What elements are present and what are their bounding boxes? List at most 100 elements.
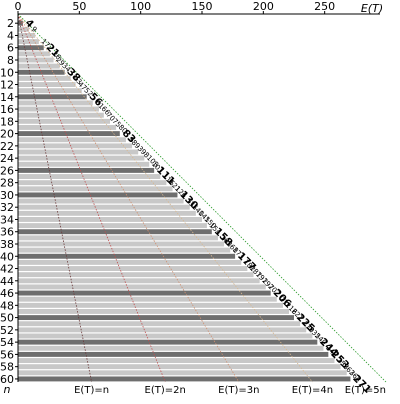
- bar-n-37: [18, 235, 218, 240]
- bar-n-11: [18, 76, 71, 81]
- x-tick-label-150: 150: [192, 0, 213, 13]
- reference-label-5: E(T)=5n: [345, 385, 386, 396]
- bar-n-15: [18, 100, 93, 105]
- y-tick-label-36: 36: [0, 226, 14, 239]
- y-axis-label: n: [4, 383, 11, 396]
- bar-n-31: [18, 199, 184, 204]
- reference-labels-group: E(T)=n E(T)=2n E(T)=3n E(T)=4n E(T)=5n: [74, 385, 386, 396]
- y-tick-label-30: 30: [0, 189, 14, 202]
- y-tick-label-18: 18: [0, 115, 14, 128]
- y-tick-label-58: 58: [0, 361, 14, 374]
- bar-n-36: [18, 229, 212, 234]
- y-tick-label-44: 44: [0, 275, 14, 288]
- y-tick-label-24: 24: [0, 152, 14, 165]
- reference-label-1: E(T)=n: [74, 385, 109, 396]
- bar-n-17: [18, 113, 104, 118]
- y-tick-label-10: 10: [0, 66, 14, 79]
- x-tick-label-200: 200: [253, 0, 274, 13]
- reference-line-3: [18, 14, 239, 382]
- bar-n-27: [18, 174, 160, 179]
- y-tick-label-14: 14: [0, 91, 14, 104]
- y-tick-label-6: 6: [7, 42, 14, 55]
- bar-n-46: [18, 291, 271, 296]
- y-tick-label-20: 20: [0, 128, 14, 141]
- bar-n-55: [18, 346, 323, 351]
- bar-n-44: [18, 278, 260, 283]
- bar-n-43: [18, 272, 254, 277]
- bar-n-38: [18, 242, 224, 247]
- y-tick-label-48: 48: [0, 299, 14, 312]
- reference-label-3: E(T)=3n: [218, 385, 259, 396]
- bar-n-41: [18, 260, 241, 265]
- bar-n-25: [18, 162, 149, 167]
- x-tick-label-50: 50: [72, 0, 86, 13]
- bar-n-42: [18, 266, 247, 271]
- bar-n-34: [18, 217, 202, 222]
- bar-n-48: [18, 303, 283, 308]
- bar-n-22: [18, 143, 132, 148]
- bar-n-20: [18, 131, 120, 136]
- y-tick-label-50: 50: [0, 312, 14, 325]
- bar-n-51: [18, 321, 300, 326]
- x-tick-label-0: 0: [15, 0, 22, 13]
- y-tick-label-32: 32: [0, 201, 14, 214]
- bar-n-26: [18, 168, 154, 173]
- reference-label-4: E(T)=4n: [292, 385, 333, 396]
- bar-n-54: [18, 340, 317, 345]
- bar-n-52: [18, 327, 306, 332]
- bar-n-28: [18, 180, 166, 185]
- bar-n-33: [18, 211, 196, 216]
- bar-n-35: [18, 223, 207, 228]
- bar-n-2: [18, 21, 23, 26]
- y-tick-label-54: 54: [0, 336, 14, 349]
- bar-n-59: [18, 370, 347, 375]
- bar-n-60: [18, 376, 350, 381]
- y-tick-label-40: 40: [0, 250, 14, 263]
- bar-n-49: [18, 309, 289, 314]
- y-tick-label-28: 28: [0, 177, 14, 190]
- y-tick-label-16: 16: [0, 103, 14, 116]
- bar-n-47: [18, 297, 277, 302]
- y-tick-label-22: 22: [0, 140, 14, 153]
- bar-n-9: [18, 64, 60, 69]
- y-tick-label-34: 34: [0, 213, 14, 226]
- y-tick-label-2: 2: [7, 17, 14, 30]
- reference-line-2: [18, 14, 165, 382]
- bar-n-16: [18, 107, 99, 112]
- bar-n-58: [18, 364, 341, 369]
- x-axis-label: E(T): [361, 2, 383, 15]
- bar-n-24: [18, 156, 144, 161]
- y-tick-label-26: 26: [0, 164, 14, 177]
- bar-n-39: [18, 248, 230, 253]
- y-tick-label-12: 12: [0, 79, 14, 92]
- bar-n-8: [18, 58, 54, 63]
- y-tick-label-52: 52: [0, 324, 14, 337]
- y-tick-label-4: 4: [7, 29, 14, 42]
- bar-n-32: [18, 205, 190, 210]
- bar-n-30: [18, 192, 177, 197]
- bar-n-19: [18, 125, 116, 130]
- reference-line-1: [18, 14, 92, 382]
- reference-label-2: E(T)=2n: [145, 385, 186, 396]
- bar-n-56: [18, 352, 328, 357]
- bar-n-14: [18, 94, 87, 99]
- bar-n-50: [18, 315, 294, 320]
- y-tick-label-38: 38: [0, 238, 14, 251]
- x-tick-label-100: 100: [130, 0, 151, 13]
- bar-n-23: [18, 150, 138, 155]
- x-tick-label-250: 250: [314, 0, 335, 13]
- bar-n-29: [18, 186, 173, 191]
- bar-n-12: [18, 82, 76, 87]
- y-tick-label-8: 8: [7, 54, 14, 67]
- bar-n-21: [18, 137, 126, 142]
- bar-n-18: [18, 119, 110, 124]
- bar-n-40: [18, 254, 235, 259]
- bar-n-6: [18, 45, 44, 50]
- y-tick-label-56: 56: [0, 348, 14, 361]
- bar-n-57: [18, 358, 334, 363]
- y-tick-label-42: 42: [0, 263, 14, 276]
- y-tick-label-46: 46: [0, 287, 14, 300]
- bar-n-13: [18, 88, 82, 93]
